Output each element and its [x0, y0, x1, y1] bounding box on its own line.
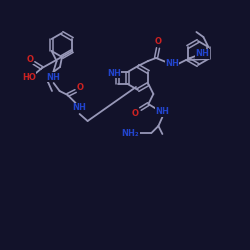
Text: O: O — [132, 108, 139, 118]
Text: NH: NH — [47, 72, 60, 82]
Text: HO: HO — [22, 72, 36, 82]
Text: O: O — [26, 54, 34, 64]
Text: NH: NH — [73, 104, 86, 112]
Text: NH: NH — [156, 108, 169, 116]
Text: O: O — [77, 84, 84, 92]
Text: NH₂: NH₂ — [122, 128, 139, 138]
Text: NH: NH — [165, 60, 179, 68]
Text: NH: NH — [196, 50, 209, 58]
Text: NH: NH — [107, 68, 121, 78]
Text: O: O — [154, 38, 162, 46]
